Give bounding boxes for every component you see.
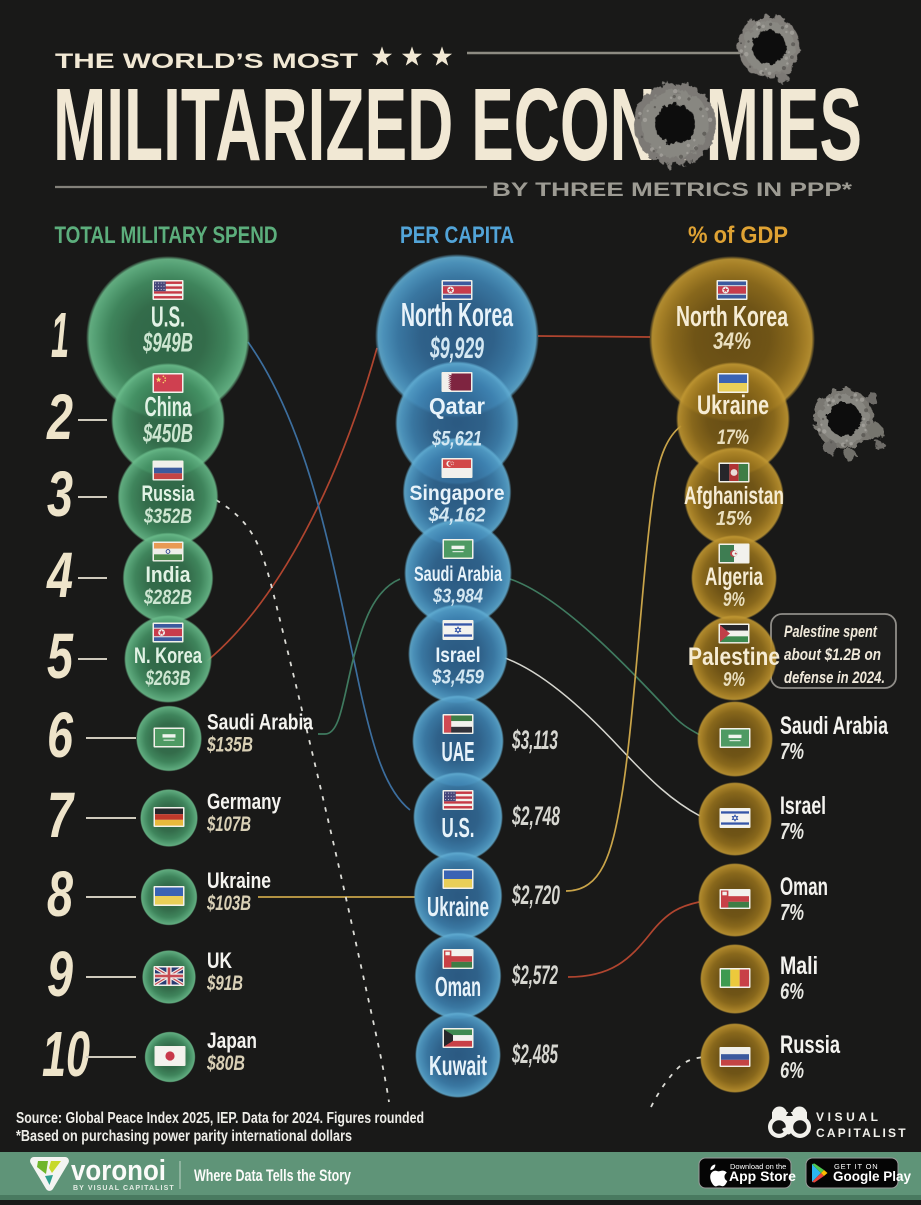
svg-text:$91B: $91B [206, 972, 243, 995]
svg-text:CAPITALIST: CAPITALIST [816, 1126, 908, 1140]
svg-text:Germany: Germany [207, 789, 282, 814]
svg-text:UK: UK [207, 948, 232, 973]
svg-text:6: 6 [47, 699, 73, 771]
svg-text:$2,485: $2,485 [511, 1039, 558, 1069]
svg-text:7%: 7% [780, 818, 804, 844]
svg-text:17%: 17% [717, 425, 749, 449]
svg-text:6%: 6% [780, 1057, 804, 1083]
svg-text:8: 8 [47, 858, 73, 930]
svg-text:% of GDP: % of GDP [688, 222, 788, 249]
svg-text:7%: 7% [780, 738, 804, 764]
svg-text:Algeria: Algeria [705, 563, 764, 591]
svg-text:Israel: Israel [436, 644, 481, 667]
svg-text:Singapore: Singapore [410, 482, 505, 505]
svg-text:$450B: $450B [142, 418, 193, 448]
svg-text:Saudi Arabia: Saudi Arabia [207, 710, 314, 735]
svg-text:voronoi: voronoi [71, 1155, 166, 1187]
svg-text:India: India [146, 562, 191, 587]
svg-text:$2,572: $2,572 [511, 960, 558, 990]
svg-text:7: 7 [47, 779, 75, 851]
svg-text:$4,162: $4,162 [428, 504, 486, 527]
svg-text:Afghanistan: Afghanistan [684, 482, 784, 510]
svg-text:$263B: $263B [145, 666, 191, 690]
svg-text:4: 4 [46, 539, 73, 611]
svg-text:Source: Global Peace Index 202: Source: Global Peace Index 2025, IEP. Da… [16, 1110, 424, 1127]
svg-text:34%: 34% [713, 328, 751, 355]
svg-text:Saudi Arabia: Saudi Arabia [414, 563, 502, 586]
svg-text:Israel: Israel [780, 792, 826, 820]
svg-text:Ukraine: Ukraine [697, 390, 769, 420]
svg-text:VISUAL: VISUAL [816, 1110, 882, 1124]
svg-text:9%: 9% [723, 669, 745, 691]
svg-text:$2,720: $2,720 [511, 880, 560, 910]
svg-text:North Korea: North Korea [676, 301, 789, 333]
svg-text:U.S.: U.S. [442, 812, 475, 843]
svg-text:TOTAL MILITARY SPEND: TOTAL MILITARY SPEND [55, 222, 278, 249]
svg-text:$107B: $107B [206, 813, 251, 836]
svg-text:9: 9 [47, 938, 73, 1010]
svg-text:Ukraine: Ukraine [427, 891, 489, 922]
svg-text:defense in 2024.: defense in 2024. [784, 668, 885, 687]
svg-text:$352B: $352B [143, 504, 192, 528]
svg-text:$9,929: $9,929 [429, 332, 484, 365]
svg-text:App Store: App Store [729, 1168, 796, 1184]
svg-text:Where Data Tells the Story: Where Data Tells the Story [194, 1166, 351, 1185]
svg-text:$2,748: $2,748 [511, 801, 560, 831]
svg-text:$3,459: $3,459 [431, 666, 484, 689]
svg-text:North Korea: North Korea [401, 296, 513, 333]
svg-text:7%: 7% [780, 899, 804, 925]
svg-text:Oman: Oman [435, 971, 481, 1002]
svg-text:Kuwait: Kuwait [429, 1050, 487, 1081]
svg-text:Russia: Russia [780, 1031, 841, 1059]
svg-text:Palestine spent: Palestine spent [784, 622, 878, 641]
svg-text:2: 2 [46, 381, 73, 453]
svg-text:6%: 6% [780, 978, 804, 1004]
svg-text:MILITARIZED ECONOMIES: MILITARIZED ECONOMIES [53, 67, 862, 182]
svg-text:$282B: $282B [143, 585, 192, 609]
svg-text:N. Korea: N. Korea [134, 643, 202, 668]
svg-text:Russia: Russia [142, 481, 195, 506]
svg-text:China: China [145, 391, 192, 422]
svg-text:Download on the: Download on the [730, 1162, 786, 1171]
svg-text:THE WORLD’S MOST: THE WORLD’S MOST [55, 50, 358, 73]
svg-text:Ukraine: Ukraine [207, 868, 271, 893]
svg-text:$3,113: $3,113 [511, 725, 558, 755]
svg-text:Google Play: Google Play [833, 1169, 912, 1184]
svg-text:Qatar: Qatar [429, 393, 485, 419]
svg-text:U.S.: U.S. [151, 302, 185, 334]
svg-text:$103B: $103B [206, 892, 251, 915]
svg-text:$135B: $135B [206, 734, 253, 757]
svg-text:5: 5 [47, 620, 74, 692]
svg-text:GET IT ON: GET IT ON [834, 1162, 878, 1171]
svg-text:Japan: Japan [207, 1028, 257, 1053]
svg-text:*Based on purchasing power par: *Based on purchasing power parity intern… [16, 1128, 352, 1145]
svg-text:BY VISUAL CAPITALIST: BY VISUAL CAPITALIST [73, 1185, 175, 1192]
svg-text:$80B: $80B [206, 1052, 245, 1075]
svg-text:Oman: Oman [780, 873, 828, 901]
svg-text:Palestine: Palestine [688, 643, 780, 671]
svg-text:9%: 9% [723, 589, 745, 611]
svg-text:about $1.2B on: about $1.2B on [784, 645, 881, 664]
svg-text:15%: 15% [716, 508, 752, 530]
svg-text:PER CAPITA: PER CAPITA [400, 222, 514, 249]
svg-text:Saudi Arabia: Saudi Arabia [780, 712, 889, 740]
svg-text:3: 3 [47, 458, 73, 530]
svg-text:Mali: Mali [780, 952, 818, 980]
svg-text:BY THREE METRICS IN PPP*: BY THREE METRICS IN PPP* [492, 179, 853, 201]
svg-text:$5,621: $5,621 [431, 428, 482, 451]
svg-text:$949B: $949B [142, 328, 193, 358]
svg-text:UAE: UAE [442, 736, 475, 767]
svg-text:$3,984: $3,984 [432, 585, 483, 608]
svg-text:10: 10 [42, 1018, 90, 1090]
svg-text:1: 1 [51, 299, 69, 371]
